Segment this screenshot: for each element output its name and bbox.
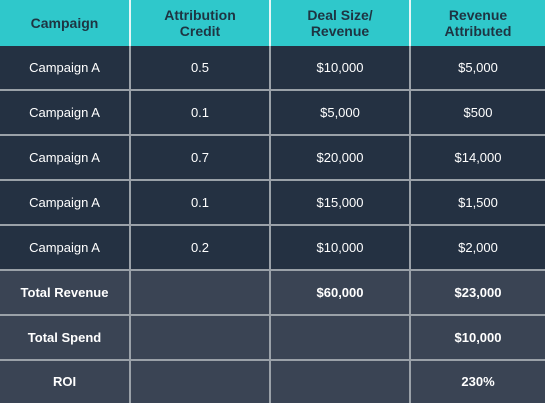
roi-row: ROI 230%	[0, 361, 545, 403]
total-spend-row: Total Spend $10,000	[0, 316, 545, 361]
cell-attribution-credit: 0.2	[131, 226, 271, 269]
cell-campaign: Campaign A	[0, 91, 131, 134]
table-row: Campaign A 0.2 $10,000 $2,000	[0, 226, 545, 271]
cell-deal-size: $10,000	[271, 226, 411, 269]
cell-campaign: Campaign A	[0, 136, 131, 179]
cell-attribution-credit: 0.1	[131, 91, 271, 134]
cell-revenue-attributed: $500	[463, 104, 493, 120]
table-row: Campaign A 0.1 $15,000 $1,500	[0, 181, 545, 226]
cell-deal-size: $20,000	[271, 136, 411, 179]
cell-revenue-attributed: $2,000	[458, 239, 498, 255]
cell-campaign: Campaign A	[0, 181, 131, 224]
cell-attribution-credit: 0.5	[131, 46, 271, 89]
cell-revenue-attributed: $1,500	[458, 194, 498, 210]
summary-revenue-attributed: 230%	[461, 374, 495, 389]
header-deal-size-revenue: Deal Size/ Revenue	[271, 0, 411, 46]
summary-empty-cell	[271, 361, 411, 403]
cell-revenue-attributed: $14,000	[454, 149, 502, 165]
header-campaign: Campaign	[0, 0, 131, 46]
summary-label: Total Revenue	[0, 271, 131, 314]
total-revenue-row: Total Revenue $60,000 $23,000	[0, 271, 545, 316]
table-header-row: Campaign Attribution Credit Deal Size/ R…	[0, 0, 545, 46]
summary-empty-cell	[131, 316, 271, 359]
summary-empty-cell	[271, 316, 411, 359]
summary-label: Total Spend	[0, 316, 131, 359]
summary-deal-size: $60,000	[271, 271, 411, 314]
cell-campaign: Campaign A	[0, 226, 131, 269]
summary-revenue-attributed: $10,000	[454, 329, 502, 345]
cell-deal-size: $5,000	[271, 91, 411, 134]
header-attribution-credit: Attribution Credit	[131, 0, 271, 46]
summary-empty-cell	[131, 271, 271, 314]
cell-deal-size: $15,000	[271, 181, 411, 224]
cell-campaign: Campaign A	[0, 46, 131, 89]
table-row: Campaign A 0.1 $5,000 $500	[0, 91, 545, 136]
summary-empty-cell	[131, 361, 271, 403]
table-row: Campaign A 0.5 $10,000 $5,000	[0, 46, 545, 91]
cell-deal-size: $10,000	[271, 46, 411, 89]
cell-attribution-credit: 0.7	[131, 136, 271, 179]
cell-revenue-attributed: $5,000	[458, 59, 498, 75]
summary-revenue-attributed: $23,000	[454, 284, 502, 300]
cell-attribution-credit: 0.1	[131, 181, 271, 224]
summary-label: ROI	[0, 361, 131, 403]
header-revenue-attributed: Revenue Attributed	[444, 7, 512, 39]
table-row: Campaign A 0.7 $20,000 $14,000	[0, 136, 545, 181]
